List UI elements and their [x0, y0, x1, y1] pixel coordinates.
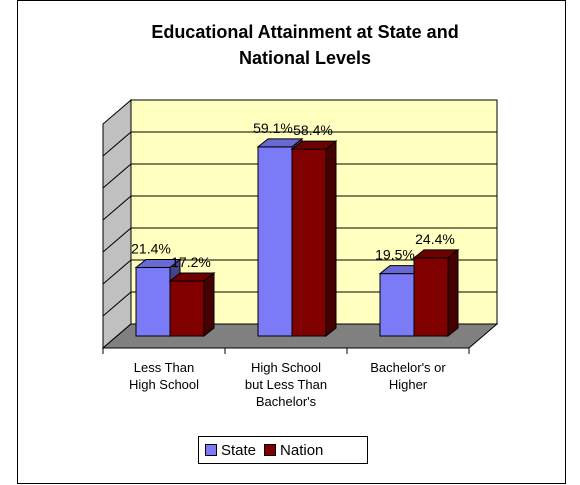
legend-item-nation: Nation — [264, 442, 323, 459]
plot-side-wall — [102, 98, 132, 350]
category-label-2-0: Bachelor's or — [370, 360, 446, 375]
data-label-state-0: 21.4% — [131, 241, 171, 257]
bar-side-nation-2 — [447, 248, 459, 338]
bars-group — [134, 137, 460, 338]
category-label-2-1: Higher — [389, 377, 428, 392]
category-label-1-2: Bachelor's — [256, 394, 317, 409]
data-label-nation-2: 24.4% — [415, 231, 455, 247]
legend: State Nation — [198, 436, 368, 464]
bar-side-nation-1 — [325, 140, 337, 338]
bar-state-1 — [257, 146, 293, 337]
gridline-side — [102, 259, 132, 285]
gridline-side — [102, 291, 132, 317]
gridline-side — [102, 195, 132, 221]
category-labels-group: Less Than High School High School but Less … — [129, 360, 446, 409]
data-label-nation-0: 17.2% — [171, 254, 211, 270]
gridline-side — [102, 227, 132, 253]
gridline-side — [102, 131, 132, 157]
bar-state-0 — [135, 267, 171, 337]
chart-title-line-2: National Levels — [239, 48, 371, 68]
data-label-nation-1: 58.4% — [293, 122, 333, 138]
category-label-1-1: but Less Than — [245, 377, 327, 392]
chart-title-line-1: Educational Attainment at State and — [151, 22, 458, 42]
data-label-state-1: 59.1% — [253, 120, 293, 136]
legend-swatch-state — [205, 444, 217, 456]
data-label-state-2: 19.5% — [375, 247, 415, 263]
legend-swatch-nation — [264, 444, 277, 456]
bar-state-2 — [379, 273, 415, 337]
bar-nation-1 — [291, 148, 327, 337]
gridline-side — [102, 163, 132, 189]
legend-item-state: State — [205, 442, 256, 459]
bar-side-nation-0 — [203, 271, 215, 338]
category-label-0-1: High School — [129, 377, 199, 392]
legend-label-nation: Nation — [280, 441, 324, 459]
category-label-0-0: Less Than — [134, 360, 194, 375]
data-labels-group: 21.4%17.2% 59.1% 58.4% 19.5%24.4% — [131, 120, 455, 270]
bar-nation-0 — [169, 280, 205, 337]
bar-nation-2 — [413, 257, 449, 337]
legend-label-state: State — [221, 441, 257, 459]
category-label-1-0: High School — [251, 360, 321, 375]
